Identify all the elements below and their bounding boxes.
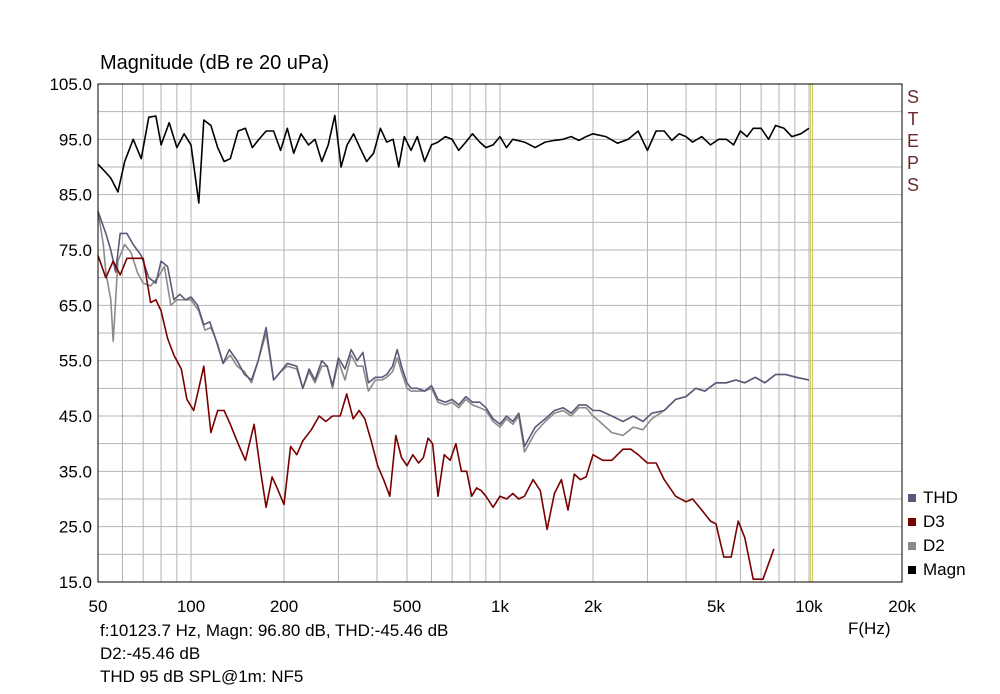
steps-letter: S: [906, 87, 919, 107]
axis-tick-labels: 105.0 95.0 85.0 75.0 65.0 55.0 45.0 35.0 25.0 15.…: [49, 75, 916, 616]
steps-letter: P: [906, 153, 919, 173]
steps-letter: E: [906, 131, 919, 151]
readout-line-d2: D2:-45.46 dB: [100, 644, 201, 663]
x-tick-label: 200: [270, 597, 298, 616]
legend-item-thd[interactable]: THD: [908, 486, 966, 510]
y-tick-label: 75.0: [59, 241, 92, 260]
y-tick-label: 55.0: [59, 352, 92, 371]
y-tick-label: 15.0: [59, 573, 92, 592]
legend-item-magn[interactable]: Magn: [908, 558, 966, 582]
readout-line-frequency: f:10123.7 Hz, Magn: 96.80 dB, THD:-45.46…: [100, 621, 449, 640]
series-d3-line: [97, 255, 775, 581]
x-axis-unit: F(Hz): [848, 619, 891, 638]
legend-swatch: [908, 542, 916, 550]
legend-label: D3: [923, 512, 945, 531]
steps-label: S T E P S: [905, 86, 921, 196]
grid-lines: [97, 83, 903, 583]
cursor-readout: f:10123.7 Hz, Magn: 96.80 dB, THD:-45.46…: [100, 619, 448, 688]
legend-label: THD: [923, 488, 958, 507]
plot-frame: [97, 83, 903, 583]
legend-label: D2: [923, 536, 945, 555]
y-tick-label: 95.0: [59, 130, 92, 149]
y-tick-label: 45.0: [59, 407, 92, 426]
cursor-line[interactable]: [810, 84, 814, 582]
x-tick-label: 5k: [707, 597, 725, 616]
x-tick-label: 2k: [584, 597, 602, 616]
legend-swatch: [908, 518, 916, 526]
x-tick-label: 20k: [888, 597, 916, 616]
series-d2-line: [97, 211, 810, 453]
x-tick-label: 1k: [491, 597, 509, 616]
legend-label: Magn: [923, 560, 966, 579]
legend-item-d3[interactable]: D3: [908, 510, 966, 534]
readout-line-measurement: THD 95 dB SPL@1m: NF5: [100, 667, 304, 686]
series-thd-line: [97, 211, 810, 448]
x-tick-label: 50: [89, 597, 108, 616]
legend-swatch: [908, 494, 916, 502]
x-tick-label: 100: [177, 597, 205, 616]
x-tick-label: 500: [393, 597, 421, 616]
chart-legend: THD D3 D2 Magn: [908, 486, 966, 582]
legend-swatch: [908, 566, 916, 574]
y-tick-label: 25.0: [59, 518, 92, 537]
steps-letter: T: [907, 109, 919, 129]
y-tick-label: 65.0: [59, 296, 92, 315]
y-tick-label: 35.0: [59, 462, 92, 481]
legend-item-d2[interactable]: D2: [908, 534, 966, 558]
y-tick-label: 85.0: [59, 186, 92, 205]
steps-letter: S: [906, 175, 919, 195]
series-magn-line: [97, 114, 810, 204]
chart-title: Magnitude (dB re 20 uPa): [100, 52, 330, 74]
x-tick-label: 10k: [795, 597, 823, 616]
series-lines: [97, 114, 810, 581]
y-tick-label: 105.0: [49, 75, 92, 94]
